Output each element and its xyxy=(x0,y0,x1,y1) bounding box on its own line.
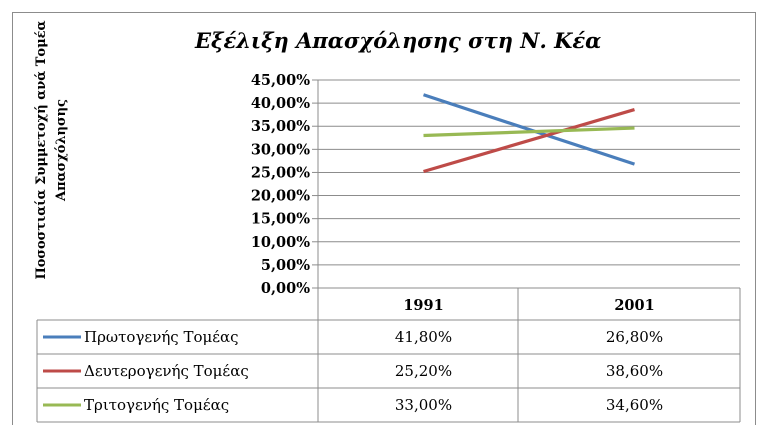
data-table-cell: 34,60% xyxy=(606,396,663,414)
legend-label: Πρωτογενής Τομέας xyxy=(84,328,239,346)
legend-label: Δευτερογενής Τομέας xyxy=(84,362,249,380)
y-tick-label: 5,00% xyxy=(261,257,310,274)
data-table-cell: 26,80% xyxy=(606,328,663,346)
series-line xyxy=(423,108,635,174)
x-category-label: 2001 xyxy=(614,297,654,314)
series-line xyxy=(423,93,635,166)
chart-border xyxy=(12,12,756,425)
x-category-label: 1991 xyxy=(403,297,443,314)
y-tick-label: 10,00% xyxy=(251,234,310,251)
y-tick-label: 30,00% xyxy=(251,141,310,158)
y-tick-label: 15,00% xyxy=(251,211,310,228)
y-tick-label: 40,00% xyxy=(251,95,310,112)
y-tick-label: 35,00% xyxy=(251,118,310,135)
y-tick-label: 20,00% xyxy=(251,188,310,205)
y-tick-label: 45,00% xyxy=(251,72,310,89)
series-line xyxy=(423,126,635,138)
data-table-cell: 41,80% xyxy=(395,328,452,346)
data-table-cell: 33,00% xyxy=(395,396,452,414)
chart-title: Εξέλιξη Απασχόλησης στη Ν. Κέα xyxy=(195,28,602,53)
data-table-cell: 25,20% xyxy=(395,362,452,380)
data-table-cell: 38,60% xyxy=(606,362,663,380)
legend-label: Τριτογενής Τομέας xyxy=(84,396,229,414)
y-tick-label: 0,00% xyxy=(261,280,310,297)
y-tick-label: 25,00% xyxy=(251,164,310,181)
